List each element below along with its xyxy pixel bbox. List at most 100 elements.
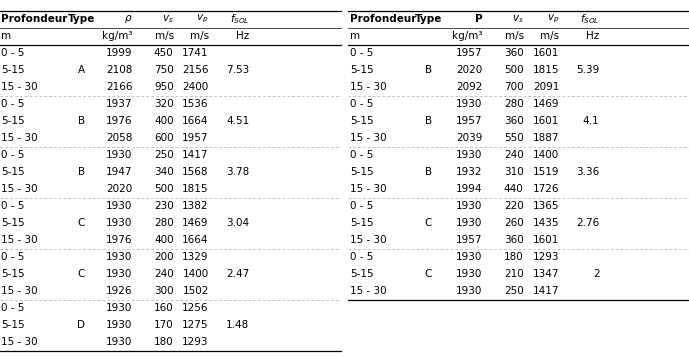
Text: 1957: 1957: [456, 48, 482, 58]
Text: 1815: 1815: [533, 65, 559, 75]
Text: Type: Type: [68, 14, 95, 24]
Text: 300: 300: [154, 286, 174, 296]
Text: 400: 400: [154, 235, 174, 245]
Text: 220: 220: [504, 201, 524, 211]
Text: 400: 400: [154, 116, 174, 126]
Text: 0 - 5: 0 - 5: [1, 99, 25, 109]
Text: 320: 320: [154, 99, 174, 109]
Text: 1930: 1930: [106, 218, 132, 228]
Text: 450: 450: [154, 48, 174, 58]
Text: 1926: 1926: [106, 286, 132, 296]
Text: B: B: [425, 116, 432, 126]
Text: 1365: 1365: [533, 201, 559, 211]
Text: P: P: [475, 14, 482, 24]
Text: 1469: 1469: [533, 99, 559, 109]
Text: 15 - 30: 15 - 30: [1, 286, 38, 296]
Text: 1400: 1400: [183, 269, 209, 279]
Text: 2091: 2091: [533, 82, 559, 92]
Text: 15 - 30: 15 - 30: [350, 184, 387, 194]
Text: B: B: [425, 65, 432, 75]
Text: 1601: 1601: [533, 116, 559, 126]
Text: 1930: 1930: [456, 150, 482, 160]
Text: 3.36: 3.36: [576, 167, 599, 177]
Text: 2156: 2156: [183, 65, 209, 75]
Text: 0 - 5: 0 - 5: [1, 150, 25, 160]
Text: 1417: 1417: [183, 150, 209, 160]
Text: 1741: 1741: [183, 48, 209, 58]
Text: 1976: 1976: [106, 235, 132, 245]
Text: 210: 210: [504, 269, 524, 279]
Text: 260: 260: [504, 218, 524, 228]
Text: $f_{SOL}$: $f_{SOL}$: [580, 12, 599, 26]
Text: 240: 240: [504, 150, 524, 160]
Text: m/s: m/s: [189, 31, 209, 41]
Text: 1601: 1601: [533, 48, 559, 58]
Text: 5.39: 5.39: [576, 65, 599, 75]
Text: 360: 360: [504, 116, 524, 126]
Text: 1519: 1519: [533, 167, 559, 177]
Text: 5-15: 5-15: [350, 116, 373, 126]
Text: m/s: m/s: [540, 31, 559, 41]
Text: 15 - 30: 15 - 30: [350, 82, 387, 92]
Text: 1601: 1601: [533, 235, 559, 245]
Text: C: C: [78, 269, 85, 279]
Text: 1930: 1930: [106, 269, 132, 279]
Text: 1930: 1930: [106, 320, 132, 330]
Text: 1536: 1536: [183, 99, 209, 109]
Text: 1664: 1664: [183, 116, 209, 126]
Text: 2108: 2108: [106, 65, 132, 75]
Text: 1435: 1435: [533, 218, 559, 228]
Text: 1930: 1930: [456, 286, 482, 296]
Text: 1976: 1976: [106, 116, 132, 126]
Text: B: B: [78, 167, 85, 177]
Text: 15 - 30: 15 - 30: [1, 133, 38, 143]
Text: 500: 500: [154, 184, 174, 194]
Text: 1256: 1256: [183, 303, 209, 313]
Text: 1382: 1382: [183, 201, 209, 211]
Text: 1957: 1957: [456, 116, 482, 126]
Text: 1347: 1347: [533, 269, 559, 279]
Text: 0 - 5: 0 - 5: [350, 201, 373, 211]
Text: 1994: 1994: [456, 184, 482, 194]
Text: 280: 280: [154, 218, 174, 228]
Text: C: C: [78, 218, 85, 228]
Text: 160: 160: [154, 303, 174, 313]
Text: $v_s$: $v_s$: [512, 13, 524, 25]
Text: 4.51: 4.51: [226, 116, 249, 126]
Text: m/s: m/s: [154, 31, 174, 41]
Text: 1930: 1930: [106, 337, 132, 347]
Text: 1930: 1930: [456, 269, 482, 279]
Text: 4.1: 4.1: [583, 116, 599, 126]
Text: 1957: 1957: [456, 235, 482, 245]
Text: 5-15: 5-15: [350, 167, 373, 177]
Text: 5-15: 5-15: [1, 116, 25, 126]
Text: kg/m³: kg/m³: [452, 31, 482, 41]
Text: Hz: Hz: [586, 31, 599, 41]
Text: 1293: 1293: [533, 252, 559, 262]
Text: m/s: m/s: [504, 31, 524, 41]
Text: 280: 280: [504, 99, 524, 109]
Text: 2058: 2058: [106, 133, 132, 143]
Text: 0 - 5: 0 - 5: [1, 303, 25, 313]
Text: 250: 250: [504, 286, 524, 296]
Text: 0 - 5: 0 - 5: [350, 48, 373, 58]
Text: 15 - 30: 15 - 30: [350, 286, 387, 296]
Text: 1937: 1937: [106, 99, 132, 109]
Text: 1930: 1930: [456, 99, 482, 109]
Text: 2020: 2020: [106, 184, 132, 194]
Text: 360: 360: [504, 48, 524, 58]
Text: B: B: [78, 116, 85, 126]
Text: 0 - 5: 0 - 5: [1, 201, 25, 211]
Text: 170: 170: [154, 320, 174, 330]
Text: 340: 340: [154, 167, 174, 177]
Text: 1999: 1999: [106, 48, 132, 58]
Text: 15 - 30: 15 - 30: [350, 133, 387, 143]
Text: 200: 200: [154, 252, 174, 262]
Text: 15 - 30: 15 - 30: [1, 184, 38, 194]
Text: 0 - 5: 0 - 5: [1, 48, 25, 58]
Text: 0 - 5: 0 - 5: [350, 252, 373, 262]
Text: 550: 550: [504, 133, 524, 143]
Text: kg/m³: kg/m³: [102, 31, 132, 41]
Text: 1815: 1815: [183, 184, 209, 194]
Text: 1.48: 1.48: [226, 320, 249, 330]
